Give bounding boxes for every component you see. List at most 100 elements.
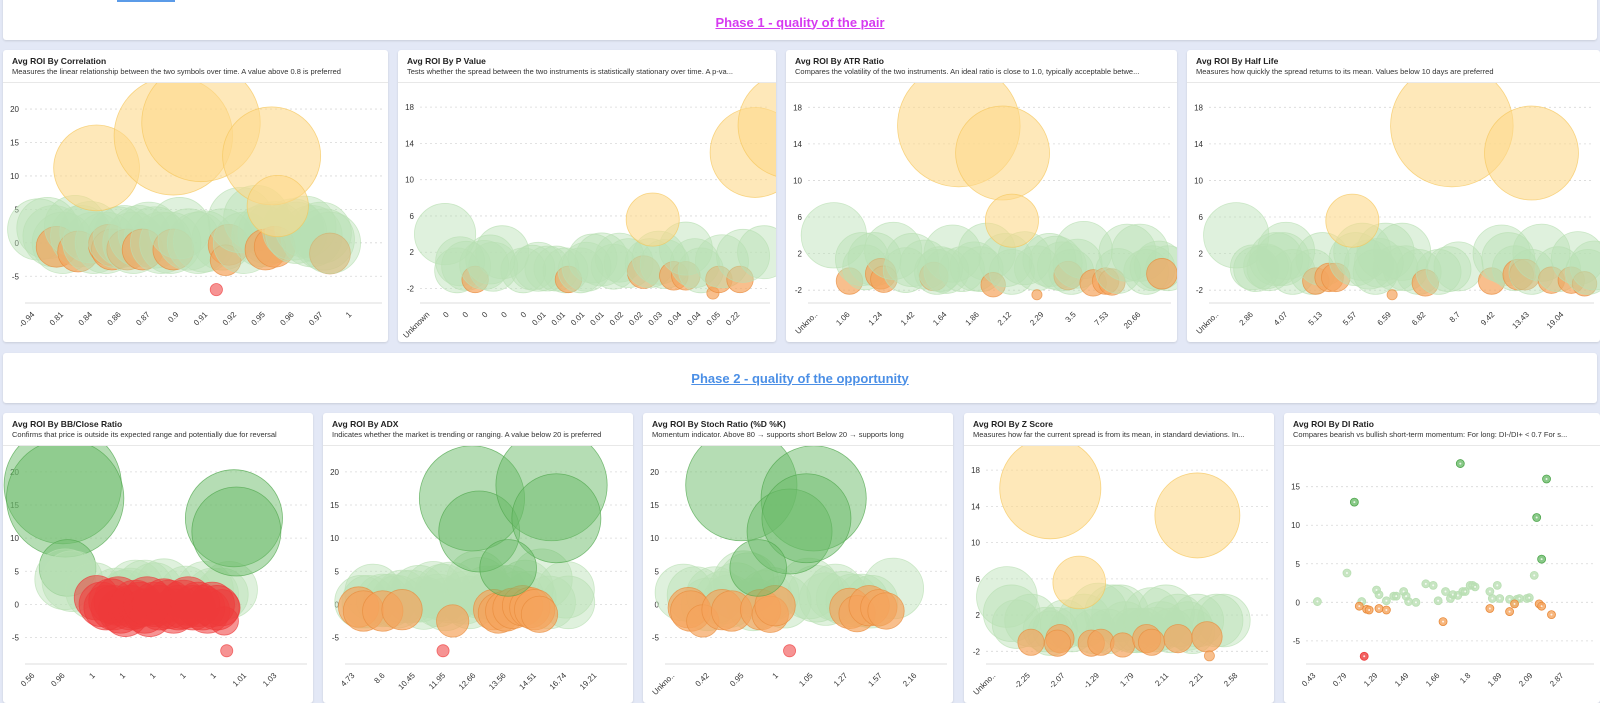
x-tick-label: Unkno.. bbox=[972, 671, 998, 697]
bubble-point bbox=[209, 244, 242, 276]
bubble-point bbox=[436, 604, 470, 638]
x-tick-label: 1.03 bbox=[261, 671, 279, 689]
bubble-point bbox=[729, 539, 787, 597]
scatter-point-center bbox=[1444, 590, 1447, 593]
y-tick-label: 0 bbox=[15, 600, 20, 609]
bubble-point bbox=[1565, 249, 1600, 295]
y-tick-label: -5 bbox=[12, 634, 20, 643]
scatter-point-center bbox=[1402, 590, 1405, 593]
bubble-point bbox=[800, 202, 867, 269]
bubble-point bbox=[513, 241, 564, 292]
phase2-link[interactable]: Phase 2 - quality of the opportunity bbox=[691, 370, 909, 386]
chart-plot-diratio: 15 10 5 0 -5 0.43 0.79 1.29 1.49 1.66 1.8 1.89 2.09 2… bbox=[1291, 459, 1594, 689]
x-tick-label: Unknown bbox=[401, 310, 431, 340]
bubble-point bbox=[1325, 193, 1380, 248]
y-tick-label: -2 bbox=[973, 647, 981, 656]
x-tick-label: 1.49 bbox=[1393, 671, 1411, 689]
scatter-point-center bbox=[1385, 599, 1388, 602]
x-tick-label: 0 bbox=[499, 310, 509, 320]
bubble-point bbox=[1110, 632, 1136, 658]
bubble-point bbox=[867, 592, 905, 630]
scatter-point-center bbox=[1414, 601, 1417, 604]
y-tick-label: 10 bbox=[650, 534, 659, 543]
y-tick-label: 10 bbox=[793, 176, 802, 185]
x-tick-label: 1.06 bbox=[834, 310, 852, 328]
x-tick-label: 16.74 bbox=[548, 671, 569, 692]
chart-card-zscore: Avg ROI By Z Score Measures how far the c… bbox=[964, 413, 1274, 703]
bubble-point bbox=[864, 221, 923, 280]
x-tick-label: 0.95 bbox=[250, 310, 268, 328]
chart-plot-correlation: 20 15 10 5 0 -5 -0.94 0.81 0.84 0.86 0.87 0.9 0.91 0.… bbox=[7, 83, 382, 329]
chart-description: Measures how far the current spread is f… bbox=[973, 430, 1245, 439]
x-tick-label: 2.86 bbox=[1238, 310, 1256, 328]
y-tick-label: -5 bbox=[12, 272, 20, 281]
chart-description: Measures the linear relationship between… bbox=[12, 67, 341, 76]
y-tick-label: 2 bbox=[798, 250, 803, 259]
x-tick-label: 2.21 bbox=[1187, 671, 1205, 689]
chart-description: Compares the volatility of the two instr… bbox=[795, 67, 1140, 76]
scatter-point-center bbox=[1459, 462, 1462, 465]
x-tick-label: 2.16 bbox=[901, 671, 919, 689]
chart-title: Avg ROI By Half Life bbox=[1196, 56, 1279, 66]
x-tick-label: 0.04 bbox=[666, 310, 684, 328]
x-tick-label: 1 bbox=[148, 671, 158, 681]
bubble-point bbox=[1203, 202, 1270, 269]
x-tick-label: 1.01 bbox=[231, 671, 249, 689]
bubble-point bbox=[1256, 221, 1315, 280]
x-tick-label: 1.05 bbox=[797, 671, 815, 689]
y-tick-label: 10 bbox=[1291, 521, 1300, 530]
x-tick-label: 1.8 bbox=[1458, 671, 1473, 686]
y-tick-label: 5 bbox=[335, 567, 340, 576]
scatter-point-center bbox=[1540, 605, 1543, 608]
y-tick-label: -5 bbox=[332, 634, 340, 643]
scatter-point-center bbox=[1508, 610, 1511, 613]
bubble-point bbox=[309, 232, 351, 275]
x-tick-label: 1.24 bbox=[867, 310, 885, 328]
chart-title: Avg ROI By DI Ratio bbox=[1293, 419, 1374, 429]
bubble-point bbox=[520, 595, 559, 633]
scatter-point-center bbox=[1375, 588, 1378, 591]
x-tick-label: 8.6 bbox=[372, 671, 387, 686]
x-tick-label: 2.29 bbox=[1028, 310, 1046, 328]
scatter-point-center bbox=[1368, 609, 1371, 612]
bubble-point bbox=[1098, 223, 1157, 282]
x-tick-label: 0.96 bbox=[49, 671, 67, 689]
bubble-point bbox=[1087, 628, 1115, 656]
y-tick-label: 18 bbox=[1194, 103, 1203, 112]
x-tick-label: 1.86 bbox=[964, 310, 982, 328]
phase1-link[interactable]: Phase 1 - quality of the pair bbox=[715, 14, 885, 30]
x-tick-label: 11.95 bbox=[427, 671, 447, 691]
x-tick-label: 1 bbox=[178, 671, 188, 681]
x-tick-label: 2.11 bbox=[1153, 671, 1170, 688]
scatter-point-center bbox=[1508, 598, 1511, 601]
scatter-point-center bbox=[1518, 597, 1521, 600]
x-tick-label: 0.56 bbox=[19, 671, 37, 689]
bubble-point bbox=[1052, 555, 1106, 610]
y-tick-label: 2 bbox=[976, 611, 981, 620]
x-tick-label: 5.13 bbox=[1307, 310, 1325, 328]
bubble-point bbox=[220, 644, 234, 658]
chart-card-halflife: Avg ROI By Half Life Measures how quickly… bbox=[1187, 50, 1600, 342]
x-tick-label: 2.12 bbox=[996, 310, 1014, 328]
y-tick-label: 14 bbox=[971, 502, 980, 511]
x-tick-label: 1 bbox=[87, 671, 97, 681]
scatter-point-center bbox=[1432, 584, 1435, 587]
scatter-point-center bbox=[1363, 655, 1366, 658]
scatter-point-center bbox=[1535, 516, 1538, 519]
bubble-point bbox=[557, 247, 604, 294]
x-tick-label: 1 bbox=[771, 671, 781, 681]
x-tick-label: 0.01 bbox=[530, 310, 548, 328]
chart-title: Avg ROI By P Value bbox=[407, 56, 486, 66]
bubble-point bbox=[999, 446, 1102, 540]
chart-card-atr: Avg ROI By ATR Ratio Compares the volatil… bbox=[786, 50, 1177, 342]
scatter-point-center bbox=[1513, 602, 1516, 605]
bubble-point bbox=[1163, 624, 1193, 654]
scatter-point-center bbox=[1488, 607, 1491, 610]
bubble-point bbox=[737, 225, 776, 280]
x-tick-label: 0.92 bbox=[221, 310, 239, 328]
y-tick-label: 6 bbox=[1199, 213, 1204, 222]
y-tick-label: 0 bbox=[655, 600, 660, 609]
y-tick-label: 10 bbox=[10, 534, 19, 543]
y-tick-label: 14 bbox=[405, 139, 414, 148]
bubble-point bbox=[1373, 222, 1432, 281]
